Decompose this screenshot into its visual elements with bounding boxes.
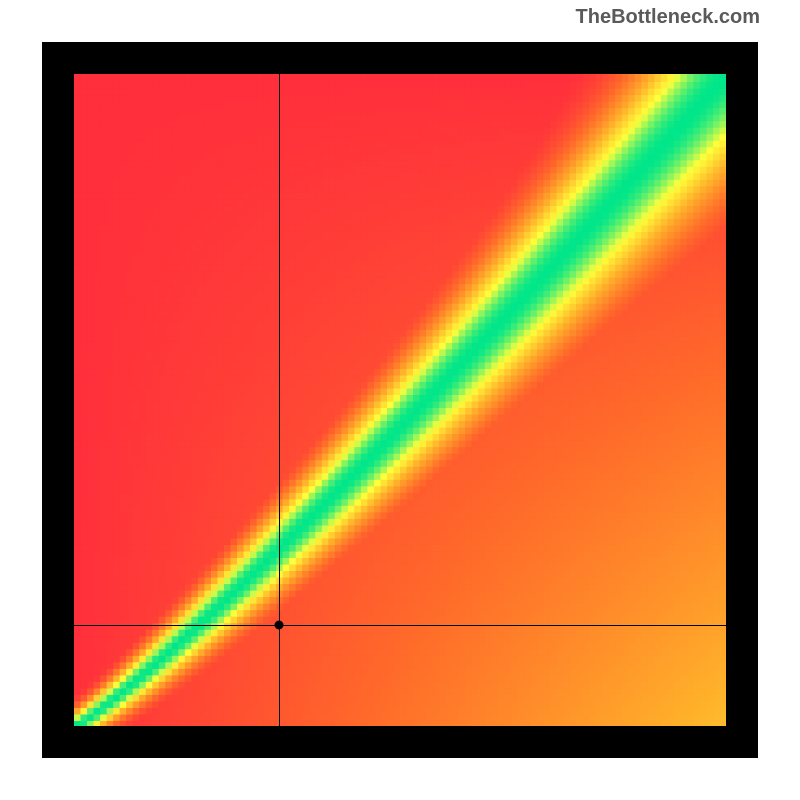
heatmap-canvas	[74, 74, 726, 726]
selected-point-marker	[275, 620, 284, 629]
chart-frame	[42, 42, 758, 758]
attribution-text: TheBottleneck.com	[576, 6, 760, 29]
heatmap-plot	[74, 74, 726, 726]
crosshair-horizontal	[74, 625, 726, 626]
